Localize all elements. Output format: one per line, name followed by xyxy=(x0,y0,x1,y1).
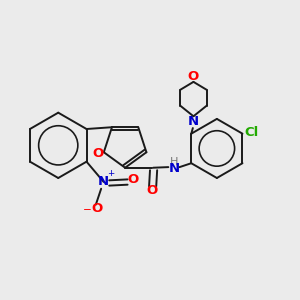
Text: O: O xyxy=(93,147,104,160)
Text: N: N xyxy=(188,115,199,128)
Text: O: O xyxy=(147,184,158,196)
Text: O: O xyxy=(188,70,199,83)
Text: Cl: Cl xyxy=(244,126,258,139)
Text: −: − xyxy=(83,205,92,215)
Text: +: + xyxy=(107,169,114,178)
Text: N: N xyxy=(98,176,109,188)
Text: H: H xyxy=(170,158,178,167)
Text: O: O xyxy=(92,202,103,215)
Text: O: O xyxy=(127,173,139,186)
Text: N: N xyxy=(168,162,179,175)
